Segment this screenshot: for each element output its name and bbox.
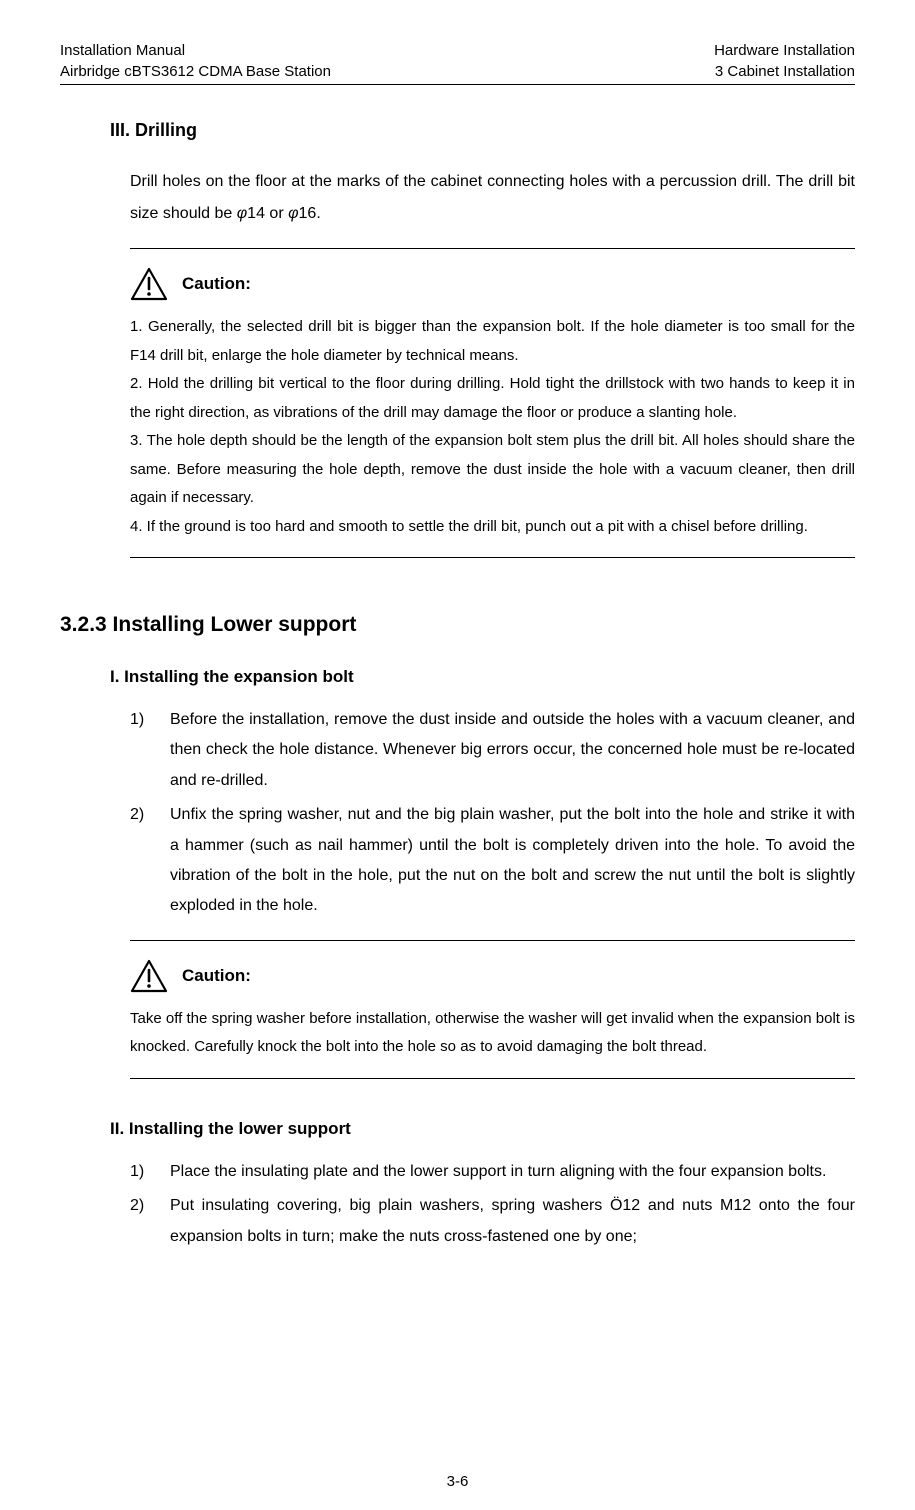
list-text: Put insulating covering, big plain washe… [170,1197,855,1244]
header-doc-section: Hardware Installation [714,40,855,61]
divider [130,248,855,249]
page-number: 3-6 [0,1473,915,1490]
caution1-p1: 1. Generally, the selected drill bit is … [130,313,855,370]
caution-block-2: Caution: Take off the spring washer befo… [130,940,855,1079]
header-right: Hardware Installation 3 Cabinet Installa… [714,40,855,82]
divider [130,557,855,558]
header-product-name: Airbridge cBTS3612 CDMA Base Station [60,61,331,82]
heading-II-lower-support: II. Installing the lower support [110,1119,855,1139]
list-number: 2) [130,1191,144,1221]
caution-label-1: Caution: [182,274,251,294]
heading-drilling: III. Drilling [110,120,855,141]
list-number: 1) [130,1157,144,1187]
caution-icon [130,267,168,301]
caution-body-1: 1. Generally, the selected drill bit is … [130,313,855,541]
header-manual-title: Installation Manual [60,40,331,61]
list-number: 1) [130,705,144,735]
caution-header-1: Caution: [130,267,855,301]
caution-block-1: Caution: 1. Generally, the selected dril… [130,248,855,558]
caution1-p3: 3. The hole depth should be the length o… [130,427,855,513]
heading-3-2-3: 3.2.3 Installing Lower support [60,613,855,637]
caution1-p4: 4. If the ground is too hard and smooth … [130,513,855,542]
page-header: Installation Manual Airbridge cBTS3612 C… [60,40,855,85]
list-item: 2) Put insulating covering, big plain wa… [130,1191,855,1252]
phi-symbol-2: φ [288,205,298,222]
caution-icon [130,959,168,993]
list-item: 1) Before the installation, remove the d… [130,705,855,796]
drilling-val2: 16. [299,205,321,222]
caution-label-2: Caution: [182,966,251,986]
list-item: 1) Place the insulating plate and the lo… [130,1157,855,1187]
list-text: Before the installation, remove the dust… [170,711,855,789]
list-number: 2) [130,800,144,830]
list-text: Place the insulating plate and the lower… [170,1163,826,1180]
divider [130,940,855,941]
phi-symbol-1: φ [237,205,247,222]
list-expansion-bolt: 1) Before the installation, remove the d… [130,705,855,922]
caution1-p2: 2. Hold the drilling bit vertical to the… [130,370,855,427]
list-lower-support: 1) Place the insulating plate and the lo… [130,1157,855,1252]
heading-I-expansion-bolt: I. Installing the expansion bolt [110,667,855,687]
caution-header-2: Caution: [130,959,855,993]
caution-body-2: Take off the spring washer before instal… [130,1005,855,1062]
header-left: Installation Manual Airbridge cBTS3612 C… [60,40,331,82]
header-chapter: 3 Cabinet Installation [714,61,855,82]
list-item: 2) Unfix the spring washer, nut and the … [130,800,855,922]
list-text: Unfix the spring washer, nut and the big… [170,806,855,914]
drilling-val1: 14 or [247,205,288,222]
divider [130,1078,855,1079]
para-drilling: Drill holes on the floor at the marks of… [130,166,855,230]
